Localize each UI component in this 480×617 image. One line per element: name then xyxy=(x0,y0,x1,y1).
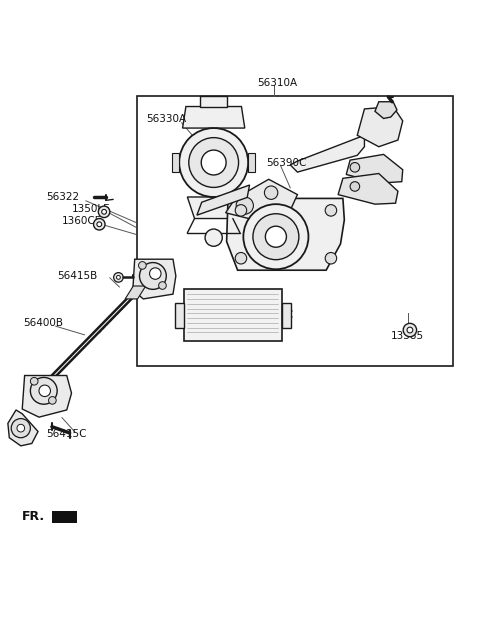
Circle shape xyxy=(102,209,107,214)
Polygon shape xyxy=(200,96,227,107)
Circle shape xyxy=(48,397,56,404)
Circle shape xyxy=(97,222,102,226)
Polygon shape xyxy=(197,185,250,215)
Text: 1360CF: 1360CF xyxy=(62,217,102,226)
Circle shape xyxy=(243,204,309,269)
Text: 56322: 56322 xyxy=(46,193,79,202)
Circle shape xyxy=(205,229,222,246)
Text: FR.: FR. xyxy=(22,510,45,523)
Text: 56390C: 56390C xyxy=(266,157,307,168)
Circle shape xyxy=(265,226,287,247)
Circle shape xyxy=(98,206,110,218)
Circle shape xyxy=(235,252,247,264)
Circle shape xyxy=(11,418,30,437)
Circle shape xyxy=(325,205,336,216)
Text: 56330A: 56330A xyxy=(147,114,187,125)
Circle shape xyxy=(30,378,38,385)
Circle shape xyxy=(407,327,413,333)
Polygon shape xyxy=(375,102,397,118)
Circle shape xyxy=(139,262,146,269)
Polygon shape xyxy=(125,286,146,299)
Polygon shape xyxy=(282,303,291,328)
Polygon shape xyxy=(226,180,298,220)
Circle shape xyxy=(17,424,24,432)
Polygon shape xyxy=(133,259,176,299)
Polygon shape xyxy=(338,173,398,204)
Text: 56400B: 56400B xyxy=(24,318,64,328)
Text: 56310A: 56310A xyxy=(257,78,297,88)
Circle shape xyxy=(39,385,50,397)
Text: 56415B: 56415B xyxy=(57,271,97,281)
Circle shape xyxy=(350,181,360,191)
Circle shape xyxy=(140,263,166,289)
Polygon shape xyxy=(22,376,72,417)
Circle shape xyxy=(94,218,105,230)
Polygon shape xyxy=(248,153,255,172)
Circle shape xyxy=(236,197,253,214)
Circle shape xyxy=(264,186,278,199)
Circle shape xyxy=(350,162,360,172)
Text: 13385: 13385 xyxy=(391,331,424,341)
Polygon shape xyxy=(357,107,403,147)
Polygon shape xyxy=(227,199,344,270)
Polygon shape xyxy=(52,511,77,523)
Circle shape xyxy=(325,252,336,264)
Bar xyxy=(183,289,282,341)
Text: 1350LE: 1350LE xyxy=(72,204,110,214)
Circle shape xyxy=(117,275,120,280)
Circle shape xyxy=(253,213,299,260)
Circle shape xyxy=(189,138,239,188)
Polygon shape xyxy=(172,153,179,172)
Polygon shape xyxy=(187,197,240,218)
Polygon shape xyxy=(8,410,38,446)
Circle shape xyxy=(114,273,123,282)
Circle shape xyxy=(403,323,417,337)
Circle shape xyxy=(150,268,161,280)
Circle shape xyxy=(158,282,166,289)
Text: 56340C: 56340C xyxy=(253,310,293,320)
Polygon shape xyxy=(290,135,364,172)
Circle shape xyxy=(30,378,57,404)
Text: 56415C: 56415C xyxy=(46,429,87,439)
Polygon shape xyxy=(175,303,183,328)
Circle shape xyxy=(235,205,247,216)
Circle shape xyxy=(179,128,248,197)
Circle shape xyxy=(201,150,226,175)
Polygon shape xyxy=(346,154,403,183)
Polygon shape xyxy=(182,107,245,128)
